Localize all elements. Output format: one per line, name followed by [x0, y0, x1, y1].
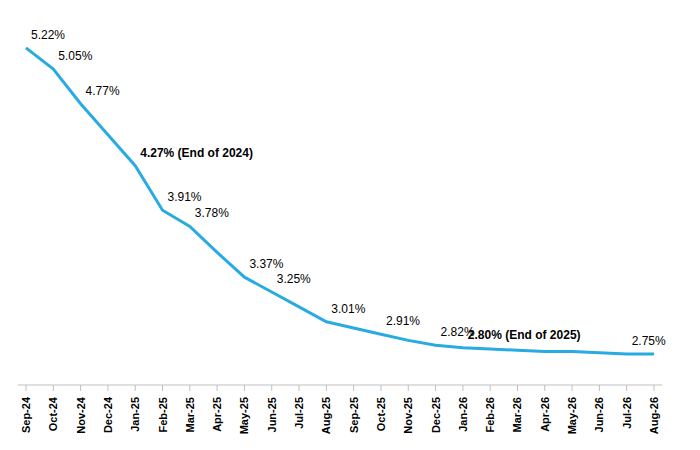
svg-text:2.75%: 2.75%	[632, 334, 666, 348]
svg-text:Jun-25: Jun-25	[266, 397, 278, 432]
svg-text:Mar-25: Mar-25	[184, 397, 196, 432]
svg-text:Aug-25: Aug-25	[320, 397, 332, 434]
svg-text:Mar-26: Mar-26	[511, 397, 523, 432]
svg-text:Jul-26: Jul-26	[621, 397, 633, 429]
svg-text:Jan-25: Jan-25	[129, 397, 141, 432]
svg-text:Feb-26: Feb-26	[484, 397, 496, 432]
svg-text:Apr-25: Apr-25	[211, 397, 223, 432]
svg-text:5.05%: 5.05%	[58, 49, 92, 63]
svg-text:2.82%: 2.82%	[440, 325, 475, 340]
svg-text:Jun-26: Jun-26	[593, 397, 605, 432]
svg-text:2.91%: 2.91%	[386, 314, 420, 328]
svg-text:May-25: May-25	[238, 397, 250, 434]
svg-text:Dec-25: Dec-25	[430, 397, 442, 433]
svg-text:Nov-25: Nov-25	[402, 397, 414, 434]
svg-text:4.27% (End of 2024): 4.27% (End of 2024)	[140, 146, 253, 160]
svg-text:3.37%: 3.37%	[249, 257, 283, 271]
svg-text:3.78%: 3.78%	[195, 206, 229, 220]
svg-text:3.01%: 3.01%	[331, 302, 365, 316]
svg-text:5.22%: 5.22%	[31, 28, 65, 42]
svg-text:Oct-25: Oct-25	[375, 397, 387, 431]
svg-text:Aug-26: Aug-26	[648, 397, 660, 434]
svg-text:2.80% (End of 2025): 2.80% (End of 2025)	[468, 328, 581, 342]
svg-text:Feb-25: Feb-25	[157, 397, 169, 432]
svg-text:Jul-25: Jul-25	[293, 397, 305, 429]
svg-text:Sep-25: Sep-25	[348, 397, 360, 433]
svg-text:4.77%: 4.77%	[86, 84, 120, 98]
svg-text:Dec-24: Dec-24	[102, 396, 114, 433]
svg-text:Sep-24: Sep-24	[20, 396, 32, 433]
svg-text:May-26: May-26	[566, 397, 578, 434]
svg-text:Nov-24: Nov-24	[75, 396, 87, 434]
svg-text:3.91%: 3.91%	[168, 190, 202, 204]
svg-text:3.25%: 3.25%	[277, 272, 311, 286]
svg-text:Jan-26: Jan-26	[457, 397, 469, 432]
svg-text:Apr-26: Apr-26	[539, 397, 551, 432]
svg-text:Oct-24: Oct-24	[47, 396, 59, 431]
